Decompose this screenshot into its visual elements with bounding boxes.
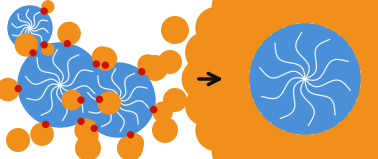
Circle shape	[349, 19, 378, 63]
Circle shape	[195, 109, 237, 151]
Circle shape	[229, 111, 273, 155]
Circle shape	[41, 8, 47, 14]
Circle shape	[94, 47, 117, 71]
Circle shape	[117, 135, 143, 159]
Circle shape	[128, 132, 134, 138]
Circle shape	[137, 54, 158, 75]
Circle shape	[357, 37, 378, 81]
Circle shape	[283, 133, 327, 159]
Circle shape	[181, 58, 223, 100]
Circle shape	[257, 0, 299, 1]
Circle shape	[206, 57, 251, 101]
Circle shape	[335, 0, 377, 11]
Circle shape	[30, 122, 54, 146]
Circle shape	[41, 42, 47, 48]
Circle shape	[152, 117, 178, 143]
Circle shape	[123, 133, 144, 154]
Circle shape	[30, 50, 36, 56]
Circle shape	[349, 95, 378, 139]
Circle shape	[311, 0, 352, 1]
Circle shape	[257, 157, 299, 159]
Circle shape	[373, 7, 378, 49]
Circle shape	[359, 57, 378, 101]
Circle shape	[217, 19, 261, 63]
Circle shape	[64, 41, 70, 47]
Circle shape	[74, 119, 98, 142]
Circle shape	[142, 55, 168, 81]
Circle shape	[96, 96, 102, 102]
Circle shape	[78, 118, 84, 124]
Circle shape	[212, 0, 253, 27]
Circle shape	[152, 102, 173, 122]
Circle shape	[43, 121, 49, 128]
Circle shape	[8, 6, 52, 50]
Circle shape	[311, 157, 352, 159]
Circle shape	[78, 125, 99, 146]
Circle shape	[158, 50, 182, 74]
Circle shape	[250, 24, 360, 134]
Circle shape	[91, 125, 97, 131]
Circle shape	[233, 0, 275, 11]
Circle shape	[321, 123, 365, 159]
Circle shape	[163, 88, 187, 112]
Circle shape	[62, 90, 82, 110]
Circle shape	[263, 0, 307, 27]
Circle shape	[356, 0, 378, 27]
Circle shape	[373, 109, 378, 151]
Circle shape	[303, 0, 347, 27]
Circle shape	[212, 131, 253, 159]
Circle shape	[229, 3, 273, 47]
Circle shape	[185, 85, 227, 126]
Circle shape	[81, 63, 155, 137]
Circle shape	[195, 7, 237, 49]
Circle shape	[139, 69, 145, 75]
Circle shape	[161, 16, 189, 44]
Circle shape	[98, 91, 121, 115]
Circle shape	[233, 147, 275, 159]
Circle shape	[335, 147, 377, 159]
Circle shape	[245, 0, 289, 35]
Circle shape	[337, 3, 378, 47]
Circle shape	[337, 111, 378, 155]
Circle shape	[357, 77, 378, 121]
Circle shape	[0, 78, 20, 101]
Circle shape	[15, 86, 21, 92]
Circle shape	[321, 0, 365, 35]
Circle shape	[15, 33, 38, 57]
Circle shape	[41, 43, 54, 56]
Circle shape	[283, 0, 327, 24]
Circle shape	[217, 95, 261, 139]
Circle shape	[245, 123, 289, 159]
Circle shape	[102, 62, 108, 68]
Circle shape	[151, 107, 157, 113]
Circle shape	[93, 61, 99, 67]
Circle shape	[303, 131, 347, 159]
Circle shape	[6, 128, 30, 152]
Circle shape	[75, 135, 101, 159]
Circle shape	[263, 131, 307, 159]
Circle shape	[78, 97, 84, 103]
Circle shape	[356, 131, 378, 159]
Circle shape	[209, 37, 253, 81]
Circle shape	[185, 32, 227, 73]
Circle shape	[57, 22, 81, 45]
Circle shape	[41, 0, 54, 13]
Circle shape	[18, 43, 102, 127]
Circle shape	[92, 46, 113, 67]
Circle shape	[209, 77, 253, 121]
